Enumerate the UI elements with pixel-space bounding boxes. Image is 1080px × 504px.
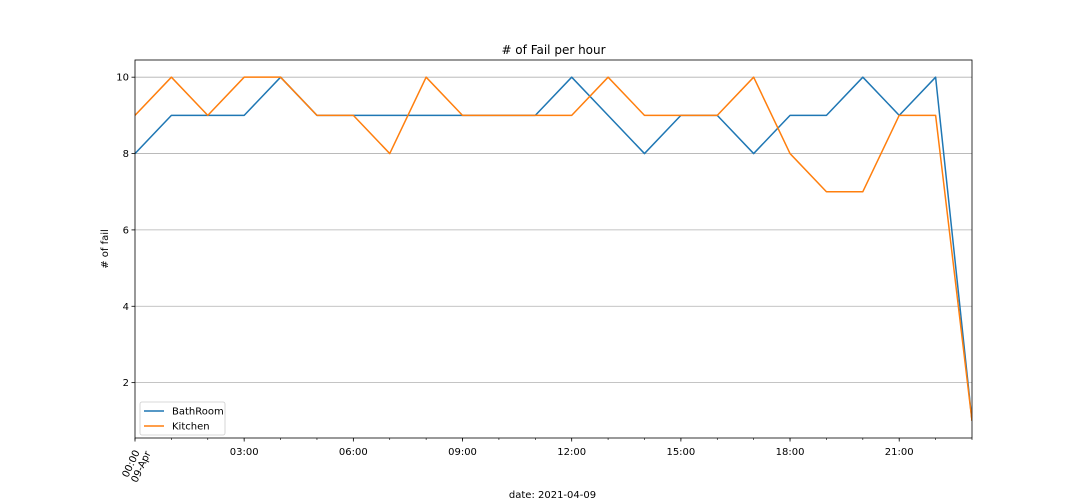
y-tick-label: 2	[123, 378, 129, 389]
chart-title: # of Fail per hour	[501, 43, 605, 57]
x-tick-label: 21:00	[885, 447, 914, 458]
x-tick-label: 15:00	[666, 447, 695, 458]
series-lines	[135, 76, 972, 421]
plot-frame	[134, 59, 973, 439]
y-axis-title: # of fail	[100, 229, 111, 269]
legend-label: BathRoom	[172, 407, 224, 418]
y-tick-label: 6	[123, 225, 129, 236]
series-line-kitchen	[135, 76, 972, 421]
x-tick-label: 12:00	[557, 447, 586, 458]
grid-lines	[135, 76, 972, 384]
series-line-bathroom	[135, 76, 972, 421]
legend: BathRoom Kitchen	[139, 401, 226, 436]
legend-label: Kitchen	[172, 422, 210, 433]
x-axis-title: date: 2021-04-09	[509, 490, 596, 501]
y-axis: 2 4 6 8 10	[116, 73, 135, 389]
x-tick-label: 03:00	[230, 447, 259, 458]
x-tick-label: 09:00	[448, 447, 477, 458]
y-tick-label: 4	[123, 302, 129, 313]
x-tick-label: 06:00	[339, 447, 368, 458]
y-tick-label: 8	[123, 149, 129, 160]
x-tick-label: 18:00	[776, 447, 805, 458]
y-tick-label: 10	[116, 73, 129, 84]
